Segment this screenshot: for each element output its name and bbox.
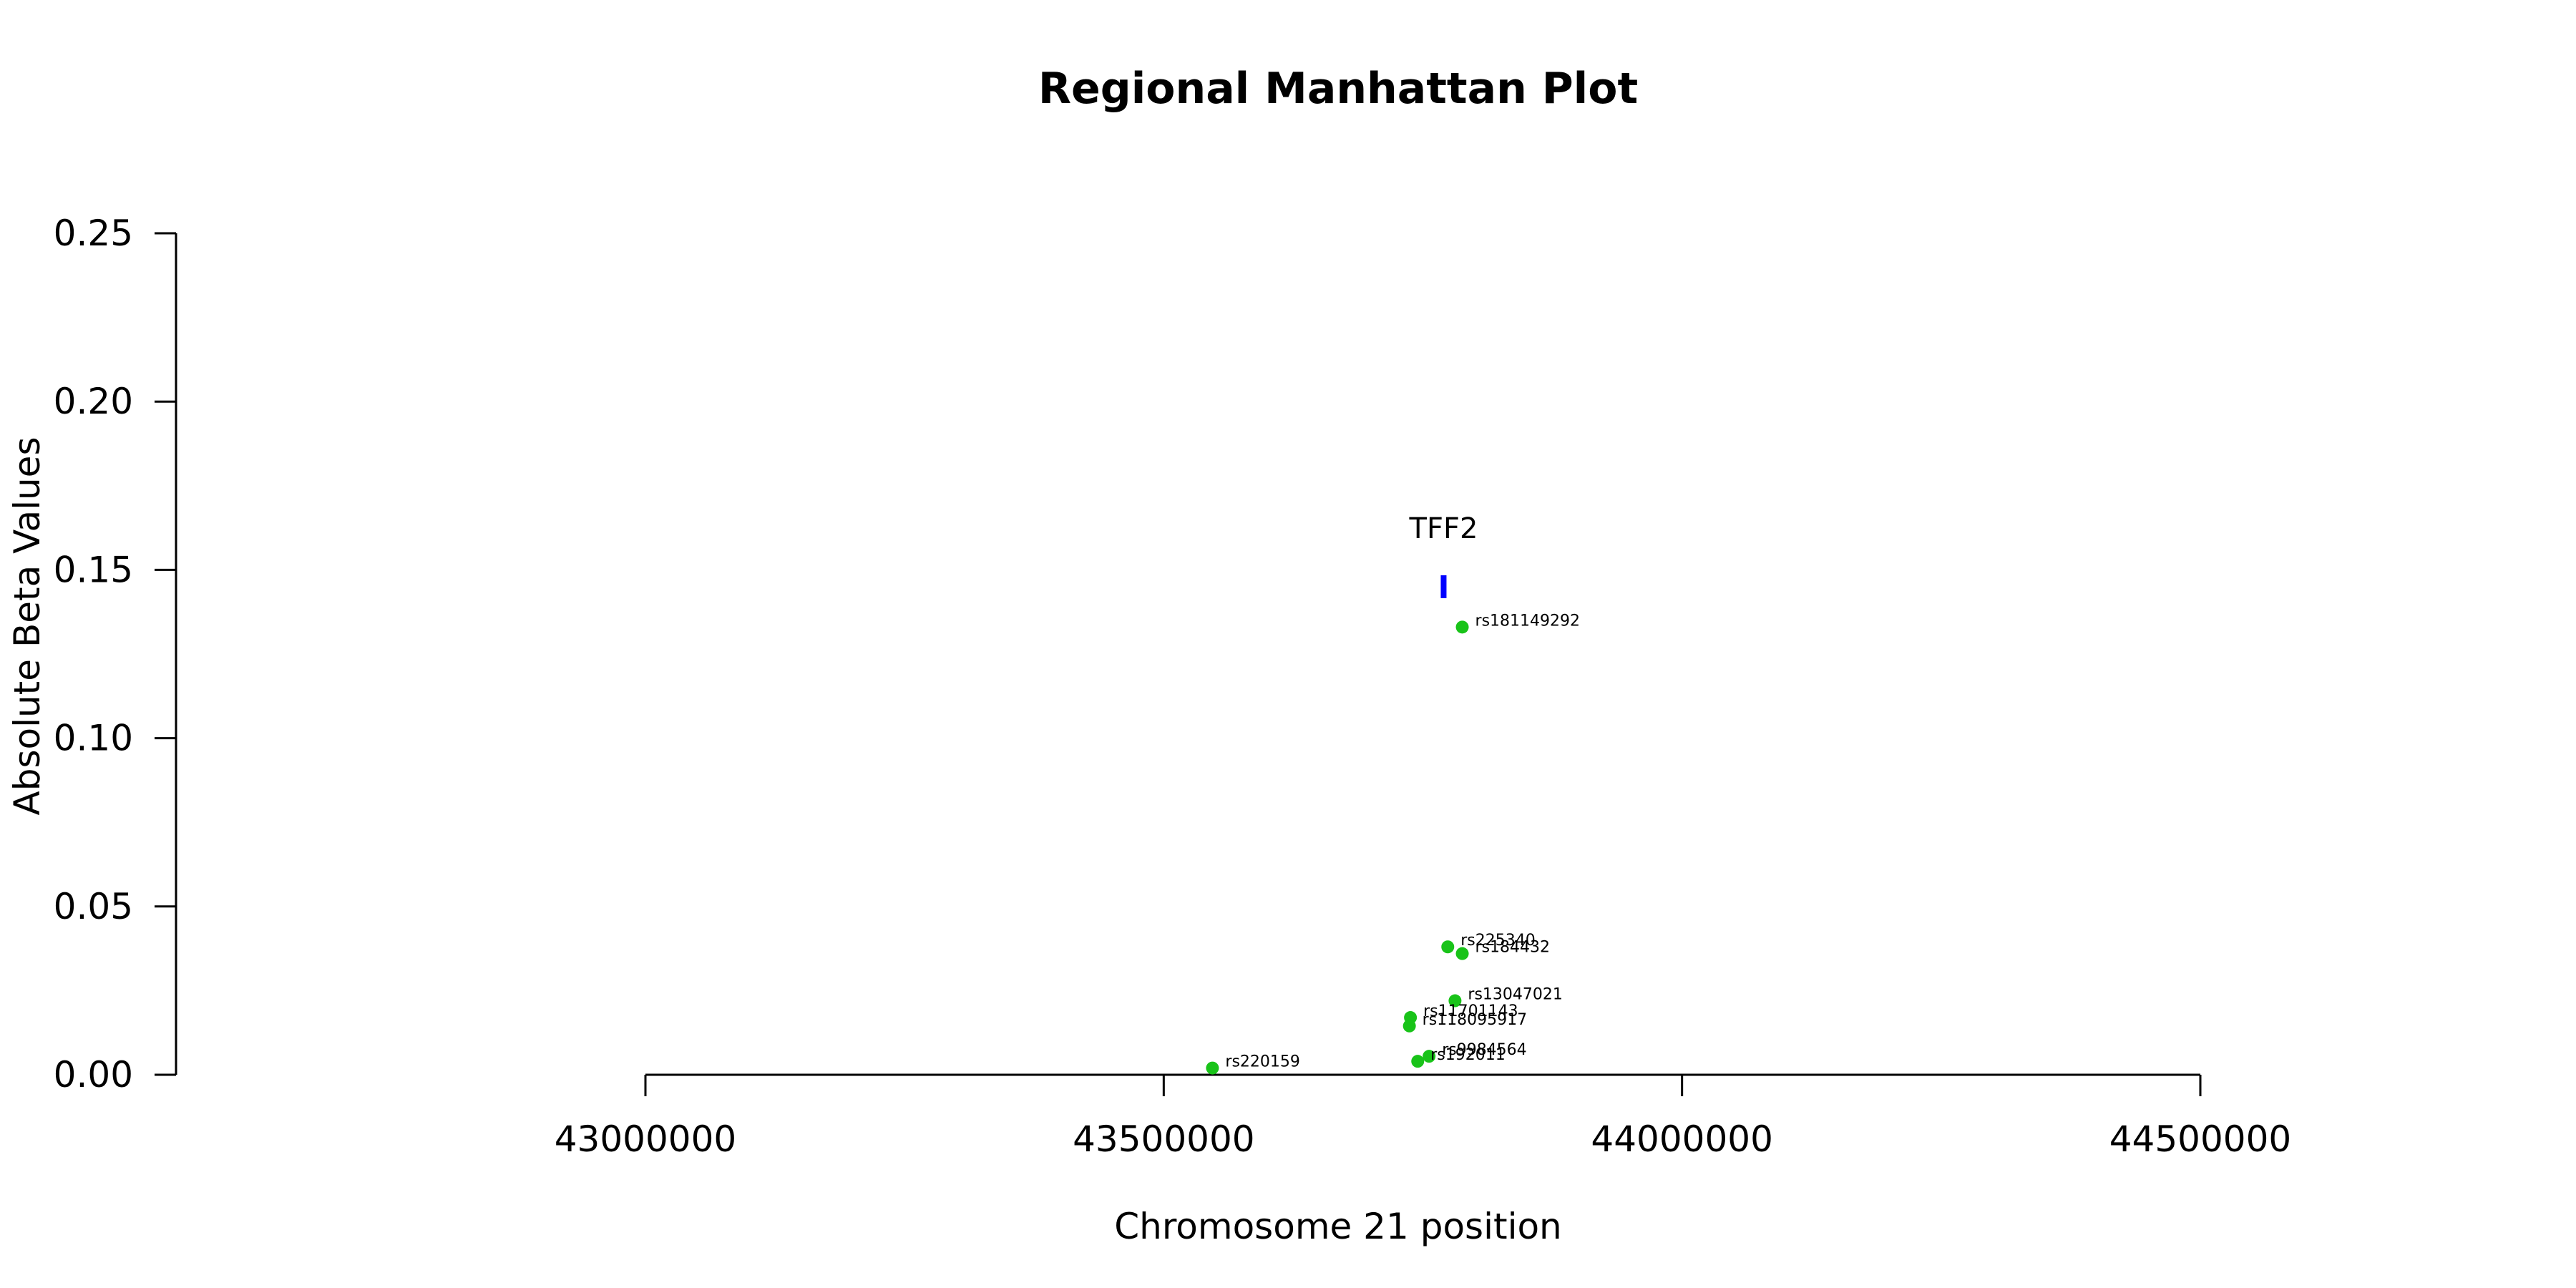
y-tick-label: 0.00 [54,1054,133,1096]
x-tick-label: 43000000 [555,1118,737,1160]
snp-point [1411,1055,1425,1068]
snp-point [1448,994,1462,1008]
gene-marker [1440,575,1447,598]
snp-point [1423,1050,1436,1063]
snp-label: rs9984564 [1442,1041,1526,1059]
snp-label: rs184432 [1475,939,1551,957]
snp-label: rs13047021 [1468,986,1562,1004]
y-tick-label: 0.05 [54,886,133,927]
x-axis-title: Chromosome 21 position [1114,1206,1562,1247]
snp-label: rs225340 [1460,932,1536,950]
y-tick-label: 0.10 [54,718,133,759]
snp-label: rs192011 [1430,1046,1506,1064]
chart-title: Regional Manhattan Plot [1038,64,1638,114]
y-axis: 0.00 0.05 0.10 0.15 0.20 0.25 [54,213,177,1096]
y-axis-title: Absolute Beta Values [6,437,48,816]
x-tick-label: 44000000 [1591,1118,1773,1160]
x-axis: 43000000 43500000 44000000 44500000 [555,1073,2292,1160]
gene-markers: TFF2 [1409,512,1478,598]
y-tick-label: 0.20 [54,381,133,422]
y-tick-label: 0.15 [54,549,133,590]
x-tick-label: 44500000 [2109,1118,2292,1160]
snp-point [1402,1019,1416,1033]
snp-label: rs220159 [1225,1053,1300,1071]
gene-label: TFF2 [1409,512,1478,545]
snp-label: rs181149292 [1475,612,1580,630]
snp-point [1455,620,1469,634]
snp-point [1206,1061,1219,1075]
x-tick-label: 43500000 [1073,1118,1255,1160]
snp-label: rs11701143 [1423,1002,1518,1020]
y-tick-label: 0.25 [54,213,133,254]
snp-label: rs118095917 [1423,1011,1527,1029]
snp-points: rs181149292rs225340rs184432rs13047021rs1… [1206,612,1580,1075]
snp-point [1441,940,1455,954]
snp-point [1455,947,1469,960]
